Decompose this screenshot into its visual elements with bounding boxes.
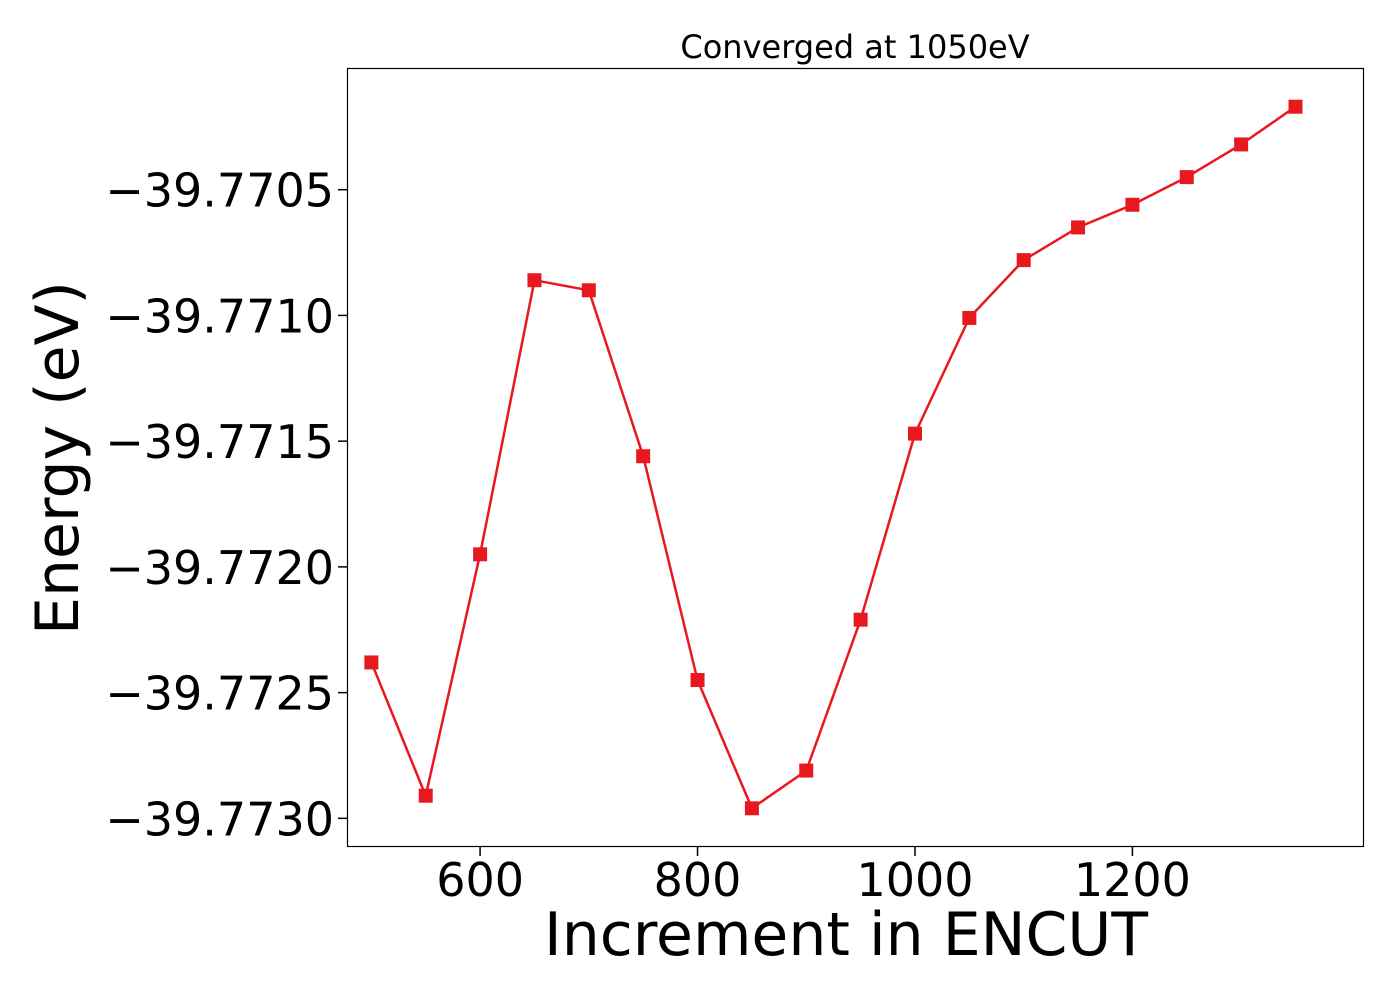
y-tick-label: −39.7710 xyxy=(105,289,334,343)
data-point-marker xyxy=(636,449,651,464)
data-point-marker xyxy=(473,547,488,562)
y-tick-label: −39.7725 xyxy=(105,667,334,721)
data-point-marker xyxy=(744,801,759,816)
data-point-marker xyxy=(1071,220,1086,235)
y-axis-ticks: −39.7705 −39.7710 −39.7715 −39.7720 −39.7725… xyxy=(105,164,348,846)
data-point-marker xyxy=(1016,253,1031,268)
plot-frame xyxy=(346,67,1365,848)
x-tick-label: 600 xyxy=(436,853,524,907)
data-point-marker xyxy=(962,310,977,325)
y-tick-label: −39.7730 xyxy=(105,792,334,846)
x-tick-label: 1200 xyxy=(1074,853,1191,907)
data-point-marker xyxy=(853,612,868,627)
x-tick-label: 1000 xyxy=(856,853,973,907)
y-tick-label: −39.7705 xyxy=(105,164,334,218)
y-axis-label: Energy (eV) xyxy=(23,281,93,635)
data-point-marker xyxy=(799,763,814,778)
chart-title: Converged at 1050eV xyxy=(680,28,1029,66)
data-point-marker xyxy=(581,283,596,298)
data-point-marker xyxy=(418,788,433,803)
series-line xyxy=(370,105,1297,810)
data-point-marker xyxy=(527,273,542,288)
data-point-marker xyxy=(364,655,379,670)
y-tick-label: −39.7720 xyxy=(105,541,334,595)
series-layer xyxy=(364,99,1303,816)
data-point-marker xyxy=(907,426,922,441)
data-point-marker xyxy=(1288,99,1303,114)
x-axis-ticks: 600 800 1000 1200 xyxy=(436,846,1191,907)
data-point-marker xyxy=(1125,197,1140,212)
data-point-marker xyxy=(690,673,705,688)
data-point-marker xyxy=(1179,170,1194,185)
x-tick-label: 800 xyxy=(654,853,742,907)
y-tick-label: −39.7715 xyxy=(105,415,334,469)
data-point-marker xyxy=(1234,137,1249,152)
x-axis-label: Increment in ENCUT xyxy=(544,900,1148,970)
